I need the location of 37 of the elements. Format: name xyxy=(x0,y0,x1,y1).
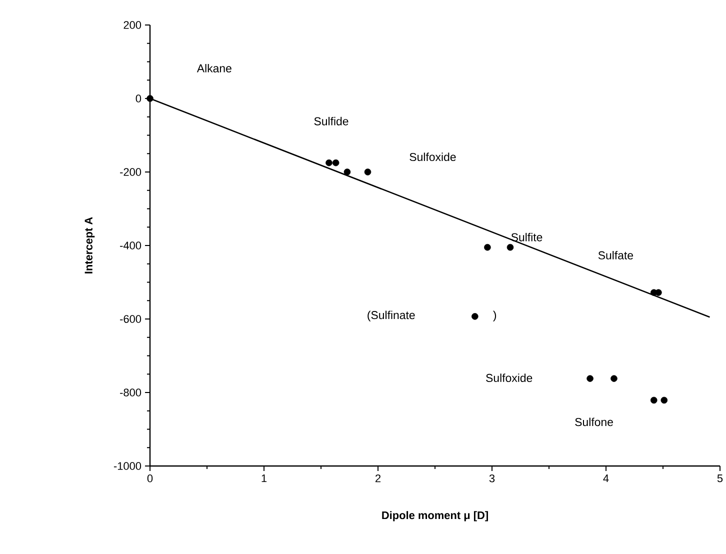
point xyxy=(650,396,658,404)
point xyxy=(332,159,340,166)
annotation: (Sulfinate xyxy=(368,310,415,322)
x-tick-label: 5 xyxy=(717,474,723,482)
y-tick-label: 200 xyxy=(124,21,142,29)
point xyxy=(484,244,491,251)
x-tick-label: 3 xyxy=(489,474,495,482)
y-tick-label: -200 xyxy=(120,168,142,176)
annotation: Sulfide xyxy=(314,116,348,126)
point xyxy=(506,244,514,251)
point xyxy=(610,375,618,382)
x-tick-label: 2 xyxy=(376,474,381,482)
x-axis-title: Dipole moment μ [D] xyxy=(382,511,488,522)
point xyxy=(586,375,594,382)
y-tick-label: 0 xyxy=(136,94,142,102)
annotation: Sulfone xyxy=(575,418,613,426)
point xyxy=(146,95,154,102)
point xyxy=(655,289,662,296)
y-tick-label: -600 xyxy=(120,315,142,323)
annotation: Sulfoxide xyxy=(410,152,456,162)
point xyxy=(326,159,332,166)
annotation: Sulfite xyxy=(511,232,542,242)
y-tick-label: -800 xyxy=(120,388,142,396)
annotation: Sulfoxide xyxy=(486,374,532,382)
annotation: Sulfate xyxy=(598,251,634,260)
y-tick-label: -400 xyxy=(120,242,142,250)
point xyxy=(660,396,668,404)
point xyxy=(472,313,478,320)
y-axis-title: Intercept A xyxy=(84,217,95,274)
annotation: Alkane xyxy=(196,64,232,72)
point xyxy=(364,168,372,176)
y-tick-label: -1000 xyxy=(114,462,142,470)
x-tick-label: 0 xyxy=(147,474,153,482)
x-tick-label: 1 xyxy=(262,474,267,482)
point xyxy=(344,168,351,176)
x-tick-label: 4 xyxy=(603,474,609,482)
annotation: ) xyxy=(493,310,496,322)
